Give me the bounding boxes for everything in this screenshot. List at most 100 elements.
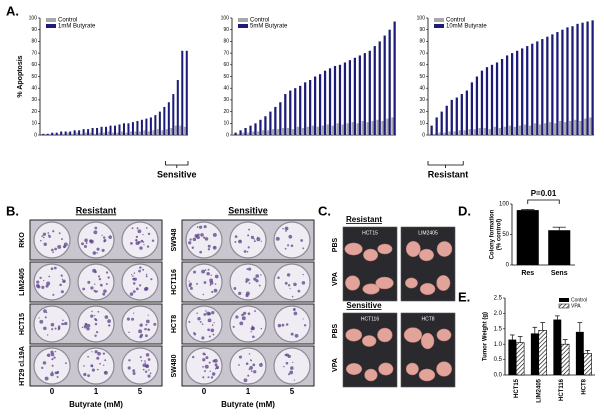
colony xyxy=(188,284,192,288)
colony xyxy=(189,238,192,241)
colony xyxy=(192,237,197,242)
y-tick-label: 90 xyxy=(31,27,37,33)
bar xyxy=(165,129,168,135)
bar xyxy=(272,129,275,135)
bar xyxy=(561,29,564,136)
colony xyxy=(197,317,201,321)
colony xyxy=(285,323,289,326)
colony xyxy=(211,311,215,315)
bar xyxy=(181,50,184,136)
colony xyxy=(248,368,251,371)
colony xyxy=(103,238,107,242)
bar xyxy=(440,111,443,135)
colony xyxy=(39,319,44,324)
y-tick-label: 10 xyxy=(31,121,37,127)
colony xyxy=(57,328,60,331)
colony xyxy=(212,333,215,336)
colony xyxy=(302,318,304,320)
bar xyxy=(336,123,339,135)
colony xyxy=(104,315,109,319)
bar xyxy=(546,36,549,135)
group-title: Resistant xyxy=(76,205,117,215)
colony xyxy=(188,241,192,245)
colony xyxy=(238,364,240,366)
colony xyxy=(91,368,95,372)
colony xyxy=(87,355,89,358)
colony xyxy=(57,325,61,328)
colony xyxy=(46,311,48,314)
colony xyxy=(253,277,257,281)
colony xyxy=(198,225,203,229)
bar xyxy=(554,123,557,135)
colony xyxy=(248,279,251,281)
y-tick-label: 0 xyxy=(34,132,37,138)
bar xyxy=(299,85,302,135)
colony xyxy=(107,319,112,324)
colony xyxy=(201,323,204,325)
colony xyxy=(247,234,250,237)
colony xyxy=(52,293,55,296)
bar xyxy=(257,131,260,135)
bar xyxy=(249,125,252,135)
colony xyxy=(300,239,304,242)
y-tick-label: 2.5 xyxy=(494,296,503,302)
colony xyxy=(51,364,54,367)
bar xyxy=(531,43,534,135)
bar xyxy=(131,122,134,135)
y-tick-label: 50 xyxy=(31,74,37,80)
colony xyxy=(43,309,47,313)
colony xyxy=(199,250,203,254)
colony xyxy=(245,362,249,365)
bar xyxy=(530,333,539,375)
colony xyxy=(239,239,241,242)
x-tick-label: HCT8 xyxy=(581,378,587,394)
bar xyxy=(129,131,132,135)
bar xyxy=(371,120,374,135)
colony xyxy=(128,331,130,334)
bar xyxy=(296,126,300,135)
bar xyxy=(581,22,584,135)
colony xyxy=(144,362,147,364)
colony xyxy=(43,242,47,246)
colony xyxy=(102,364,105,366)
bar xyxy=(111,132,114,135)
panel-label: C. xyxy=(318,203,331,218)
colony xyxy=(102,352,106,355)
y-tick-label: 60 xyxy=(31,62,37,68)
bar xyxy=(508,125,511,135)
bar xyxy=(94,133,97,135)
colony xyxy=(203,370,206,373)
colony xyxy=(196,226,199,228)
colony xyxy=(193,332,197,336)
bar xyxy=(338,64,342,135)
y-tick-label: 50 xyxy=(223,74,229,80)
bar xyxy=(478,127,481,135)
colony xyxy=(41,235,44,237)
colony xyxy=(90,314,94,318)
bar xyxy=(348,60,352,136)
colony xyxy=(260,327,263,330)
colony xyxy=(204,237,209,241)
bar xyxy=(579,120,582,135)
colony xyxy=(41,366,44,370)
dose-label: 5 xyxy=(138,387,143,396)
x-tick-label: Sens xyxy=(551,270,568,277)
colony xyxy=(235,315,239,319)
bar xyxy=(314,76,317,135)
colony xyxy=(241,313,244,317)
bar xyxy=(51,132,54,135)
bar xyxy=(279,102,282,135)
colony xyxy=(250,359,253,362)
colony xyxy=(293,311,298,316)
colony xyxy=(94,334,97,337)
colony xyxy=(95,318,98,322)
colony xyxy=(50,267,54,271)
row-label: HCT116 xyxy=(171,269,178,295)
colony xyxy=(147,374,151,378)
bar xyxy=(391,117,394,135)
legend-label: Control xyxy=(58,18,77,24)
group-title: Resistant xyxy=(346,215,382,224)
colony xyxy=(202,358,206,362)
colony xyxy=(140,360,143,362)
colony xyxy=(50,322,55,327)
